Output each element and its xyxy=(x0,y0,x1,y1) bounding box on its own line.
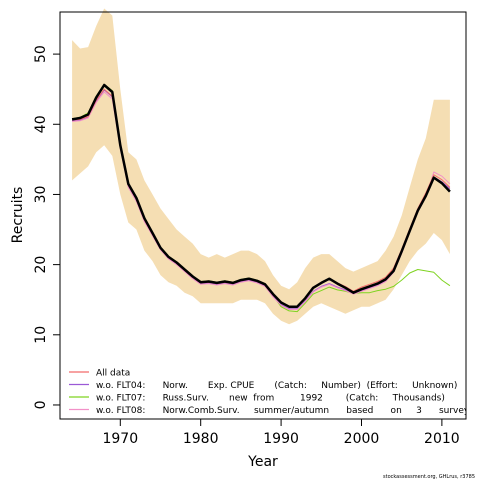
confidence-band-layer xyxy=(72,8,450,325)
credit-text: stockassessment.org, GHLrus, r3785 xyxy=(383,474,475,480)
y-tick-label: 10 xyxy=(33,326,49,344)
x-tick-label: 1990 xyxy=(263,431,299,447)
legend-label-0: All data xyxy=(96,369,130,379)
y-tick-label: 0 xyxy=(33,401,49,410)
x-axis: 1970 1980 1990 2000 2010 xyxy=(102,419,460,447)
x-axis-title: Year xyxy=(247,454,278,470)
y-tick-label: 50 xyxy=(33,45,49,63)
x-tick-label: 2010 xyxy=(424,431,460,447)
series-line-3 xyxy=(72,91,451,310)
confidence-band xyxy=(72,8,450,325)
y-axis: 0 10 20 30 40 50 xyxy=(33,45,60,409)
x-tick-label: 2000 xyxy=(344,431,380,447)
series-lines-layer xyxy=(71,83,451,313)
plot-frame xyxy=(59,11,467,420)
y-axis-title: Recruits xyxy=(10,187,26,244)
y-tick-label: 40 xyxy=(33,115,49,133)
legend: All data w.o. FLT04: Norw. Exp. CPUE (Cat… xyxy=(69,369,474,416)
legend-label-1: w.o. FLT04: Norw. Exp. CPUE (Catch: Numb… xyxy=(96,381,457,391)
legend-label-3: w.o. FLT08: Norw.Comb.Surv. summer/autum… xyxy=(96,406,474,416)
legend-label-2: w.o. FLT07: Russ.Surv. new from 1992 (Ca… xyxy=(96,394,445,404)
y-tick-label: 20 xyxy=(33,256,49,274)
y-tick-label: 30 xyxy=(33,186,49,204)
base-estimate-line xyxy=(71,83,451,308)
x-tick-label: 1980 xyxy=(183,431,219,447)
x-tick-label: 1970 xyxy=(102,431,138,447)
